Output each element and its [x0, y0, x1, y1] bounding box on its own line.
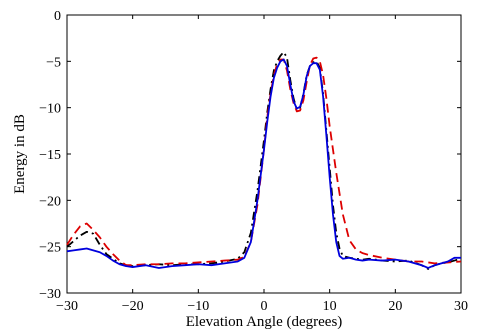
x-tick-label: 0 — [261, 299, 268, 314]
x-tick-label: −20 — [122, 299, 144, 314]
tick-labels: −30 −20 −10 0 10 20 30 0 −5 −10 −15 −20 −25 −30 — [39, 9, 468, 314]
y-tick-label: −10 — [39, 102, 61, 117]
y-tick-label: −30 — [39, 287, 61, 302]
y-tick-label: 0 — [54, 9, 61, 24]
series-line-2 — [66, 56, 462, 267]
axis-ticks — [66, 14, 462, 294]
y-tick-label: −5 — [46, 55, 61, 70]
series-line-3 — [66, 58, 461, 269]
y-tick-label: −20 — [39, 194, 61, 209]
y-tick-label: −25 — [39, 241, 61, 256]
series-line-1 — [66, 51, 462, 270]
x-tick-label: 20 — [388, 299, 402, 314]
series-layer — [66, 51, 462, 270]
x-tick-label: −10 — [187, 299, 209, 314]
y-axis-label: Energy in dB — [12, 114, 28, 194]
y-tick-label: −15 — [39, 148, 61, 163]
x-axis-label: Elevation Angle (degrees) — [186, 314, 343, 330]
x-tick-label: −30 — [56, 299, 78, 314]
x-tick-label: 30 — [454, 299, 468, 314]
x-tick-label: 10 — [323, 299, 337, 314]
